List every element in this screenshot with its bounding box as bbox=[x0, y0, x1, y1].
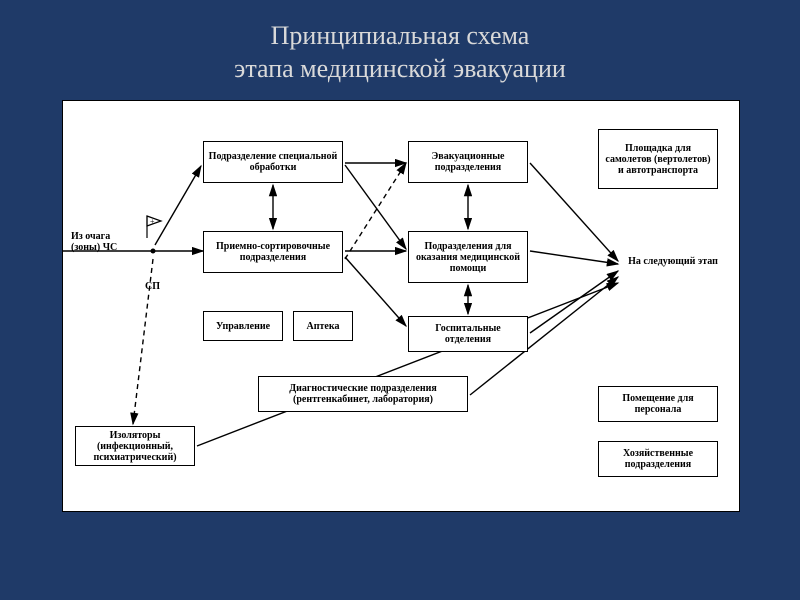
node-spec: Подразделение специальной обработки bbox=[203, 141, 343, 183]
node-platform: Площадка для самолетов (вертолетов) и ав… bbox=[598, 129, 718, 189]
svg-text:+: + bbox=[150, 217, 155, 226]
node-pharm: Аптека bbox=[293, 311, 353, 341]
sp-label: СП bbox=[145, 281, 160, 292]
node-pharm-text: Аптека bbox=[307, 321, 340, 332]
node-mgmt: Управление bbox=[203, 311, 283, 341]
node-hosp: Госпитальные отделения bbox=[408, 316, 528, 352]
node-staff-text: Помещение для персонала bbox=[602, 393, 714, 415]
next-stage-label: На следующий этап bbox=[618, 256, 728, 267]
node-sort: Приемно-сортировочные подразделения bbox=[203, 231, 343, 273]
node-econ-text: Хозяйственные подразделения bbox=[602, 448, 714, 470]
from-zone-line2: (зоны) ЧС bbox=[71, 242, 117, 253]
node-staff: Помещение для персонала bbox=[598, 386, 718, 422]
node-diag-text: Диагностические подразделения (рентгенка… bbox=[262, 383, 464, 405]
node-med-text: Подразделения для оказания медицинской п… bbox=[412, 241, 524, 274]
node-hosp-text: Госпитальные отделения bbox=[412, 323, 524, 345]
page-title: Принципиальная схема этапа медицинской э… bbox=[0, 0, 800, 95]
node-mgmt-text: Управление bbox=[216, 321, 270, 332]
diagram-panel: + Подразделение специальной обработки Эва… bbox=[62, 100, 740, 512]
node-sort-text: Приемно-сортировочные подразделения bbox=[207, 241, 339, 263]
title-line-2: этапа медицинской эвакуации bbox=[234, 54, 566, 83]
node-isol-text: Изоляторы (инфекционный, психиатрический… bbox=[79, 430, 191, 463]
node-med: Подразделения для оказания медицинской п… bbox=[408, 231, 528, 283]
node-spec-text: Подразделение специальной обработки bbox=[207, 151, 339, 173]
from-zone-line1: Из очага bbox=[71, 231, 110, 242]
title-line-1: Принципиальная схема bbox=[271, 21, 530, 50]
node-platform-text: Площадка для самолетов (вертолетов) и ав… bbox=[602, 143, 714, 176]
node-evac-text: Эвакуационные подразделения bbox=[412, 151, 524, 173]
node-evac: Эвакуационные подразделения bbox=[408, 141, 528, 183]
node-diag: Диагностические подразделения (рентгенка… bbox=[258, 376, 468, 412]
node-econ: Хозяйственные подразделения bbox=[598, 441, 718, 477]
node-isol: Изоляторы (инфекционный, психиатрический… bbox=[75, 426, 195, 466]
from-zone-label: Из очага (зоны) ЧС bbox=[71, 231, 117, 253]
